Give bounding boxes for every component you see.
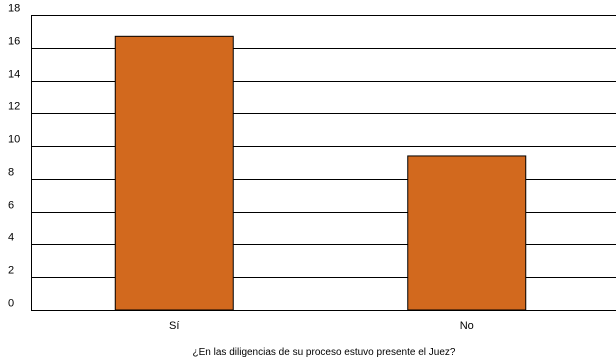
y-tick-label: 4 (8, 232, 14, 244)
y-tick-label: 12 (8, 101, 20, 113)
bar-2 (407, 155, 527, 311)
x-tick-label: Sí (169, 320, 179, 332)
y-tick-label: 8 (8, 167, 14, 179)
y-tick-label: 2 (8, 265, 14, 277)
y-tick-label: 0 (8, 298, 14, 310)
bar-1 (114, 35, 234, 311)
y-tick-label: 16 (8, 36, 20, 48)
y-tick-label: 18 (8, 3, 20, 15)
x-axis-labels: Sí No (169, 320, 474, 332)
x-axis-title: ¿En las diligencias de su proceso estuvo… (193, 347, 456, 358)
y-axis: 0 2 4 6 8 10 12 14 16 18 (8, 3, 32, 311)
y-tick-label: 10 (8, 134, 20, 146)
y-tick-label: 6 (8, 200, 14, 212)
x-tick-label: No (460, 320, 474, 332)
bars (114, 35, 527, 311)
y-tick-label: 14 (8, 69, 20, 81)
